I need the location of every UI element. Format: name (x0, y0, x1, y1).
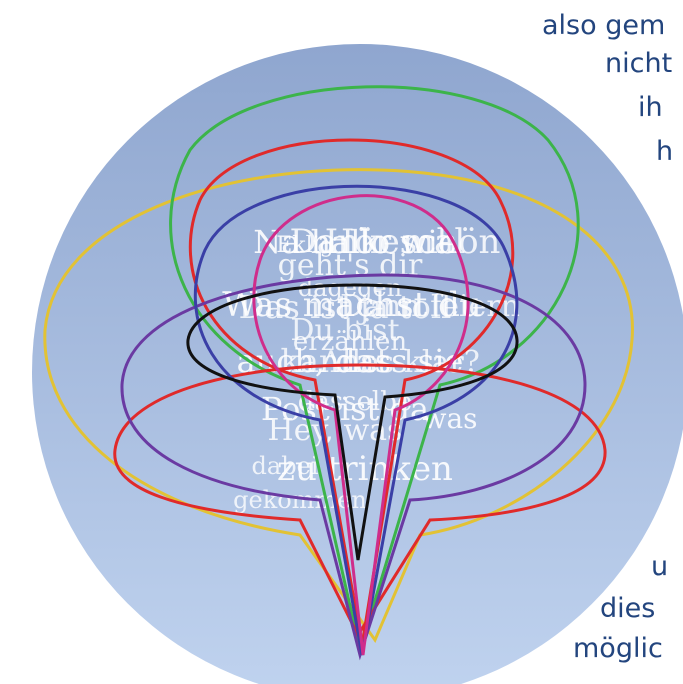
bubble-word: Eklig (276, 233, 334, 258)
speech-bubble-outline-green (169, 85, 580, 656)
speech-bubble-outline-yellow (43, 168, 634, 644)
side-text-line: also gem (542, 10, 666, 41)
bubble-word: erzählen (293, 327, 407, 357)
speech-bubble-outline-red-low (113, 363, 607, 639)
side-text-line: nicht (605, 48, 673, 79)
speech-bubble-outline-black (186, 283, 519, 561)
bubble-outlines-layer (43, 85, 634, 661)
side-text-line: h (656, 136, 674, 167)
bubble-word: Das ist ja toll (239, 288, 452, 326)
bubble-word: Hör mal (325, 222, 466, 262)
side-text-line: dies (600, 593, 656, 624)
side-text-line: u (651, 551, 669, 582)
speech-bubble-outline-indigo (193, 184, 519, 656)
speech-bubble-outline-purple (120, 273, 587, 661)
side-text-line: ih (638, 92, 663, 123)
bubble-word: Alles klar? (319, 345, 480, 380)
speech-bubble-outline-magenta (252, 194, 470, 656)
side-text-line: möglic (573, 633, 663, 664)
bubble-word: kannst (281, 342, 390, 380)
bubble-word: zu trinken (277, 449, 453, 489)
bubble-word: Du bist (290, 313, 399, 348)
bubble-word: Na hallo wie (253, 223, 456, 261)
speech-bubble-outline-red-high (188, 138, 515, 646)
bubble-word: dabei (252, 452, 319, 480)
bubble-word: Dankeschön (290, 222, 501, 262)
